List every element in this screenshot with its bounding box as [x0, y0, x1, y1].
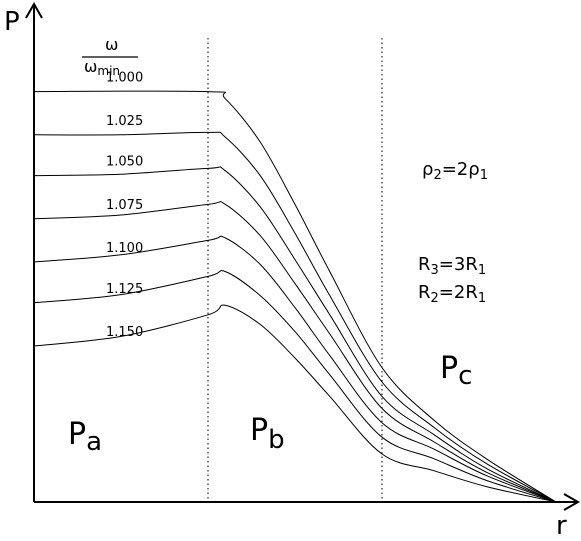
curve-labels: 1.000 1.025 1.050 1.075 1.100 1.125 1.150	[106, 71, 143, 340]
radius2-lhs-sub: 2	[431, 291, 439, 306]
curve-label: 1.125	[106, 282, 143, 297]
curve-label: 1.000	[106, 71, 143, 86]
region-b-base: P	[250, 413, 268, 448]
radius3-rhs: R	[465, 254, 478, 275]
curve-label: 1.050	[106, 155, 143, 170]
radius2-annotation: R2=2R1	[418, 282, 486, 306]
region-a-base: P	[68, 417, 86, 452]
radius3-lhs-sub: 3	[431, 263, 439, 278]
radius3-annotation: R3=3R1	[418, 254, 486, 278]
radius2-eq: =2	[439, 282, 466, 303]
curve-label: 1.025	[106, 114, 143, 129]
density-eq: =2	[442, 159, 469, 180]
curve-line	[33, 201, 557, 503]
curve-label: 1.075	[106, 198, 143, 213]
radius2-rhs-sub: 1	[478, 291, 486, 306]
y-axis-label: P	[4, 7, 20, 37]
density-lhs-sub: 2	[433, 168, 441, 183]
density-ratio-annotation: ρ2=2ρ1	[422, 159, 488, 183]
legend-title: ω ωmin	[82, 35, 138, 78]
x-axis-label: r	[556, 511, 567, 541]
region-c-base: P	[440, 351, 458, 386]
legend-denominator-base: ω	[84, 57, 97, 76]
curves	[33, 90, 557, 503]
x-axis-arrowhead	[563, 493, 581, 511]
region-label-b: Pb	[250, 413, 285, 455]
density-rhs-sub: 1	[480, 168, 488, 183]
radius2-lhs: R	[418, 282, 431, 303]
density-lhs: ρ	[422, 159, 433, 180]
radius2-rhs: R	[465, 282, 478, 303]
axes	[25, 1, 581, 511]
curve-line	[33, 269, 557, 503]
region-b-sub: b	[268, 425, 285, 455]
curve-line	[33, 90, 557, 503]
curve-line	[33, 166, 557, 503]
legend-denominator-sub: min	[97, 64, 120, 78]
region-c-sub: c	[458, 361, 472, 391]
region-label-c: Pc	[440, 351, 472, 391]
curve-line	[33, 304, 557, 503]
density-rhs: ρ	[468, 159, 479, 180]
legend-denominator: ωmin	[84, 57, 120, 78]
curve-label: 1.100	[106, 241, 143, 256]
legend-numerator: ω	[105, 35, 118, 54]
curve-label: 1.150	[106, 325, 143, 340]
curve-line	[33, 235, 557, 503]
region-boundaries	[207, 38, 383, 502]
radius3-eq: =3	[439, 254, 466, 275]
radius3-lhs: R	[418, 254, 431, 275]
radius3-rhs-sub: 1	[478, 263, 486, 278]
region-a-sub: a	[86, 427, 102, 457]
y-axis-arrowhead	[25, 1, 43, 19]
region-label-a: Pa	[68, 417, 102, 457]
curve-line	[33, 131, 557, 503]
